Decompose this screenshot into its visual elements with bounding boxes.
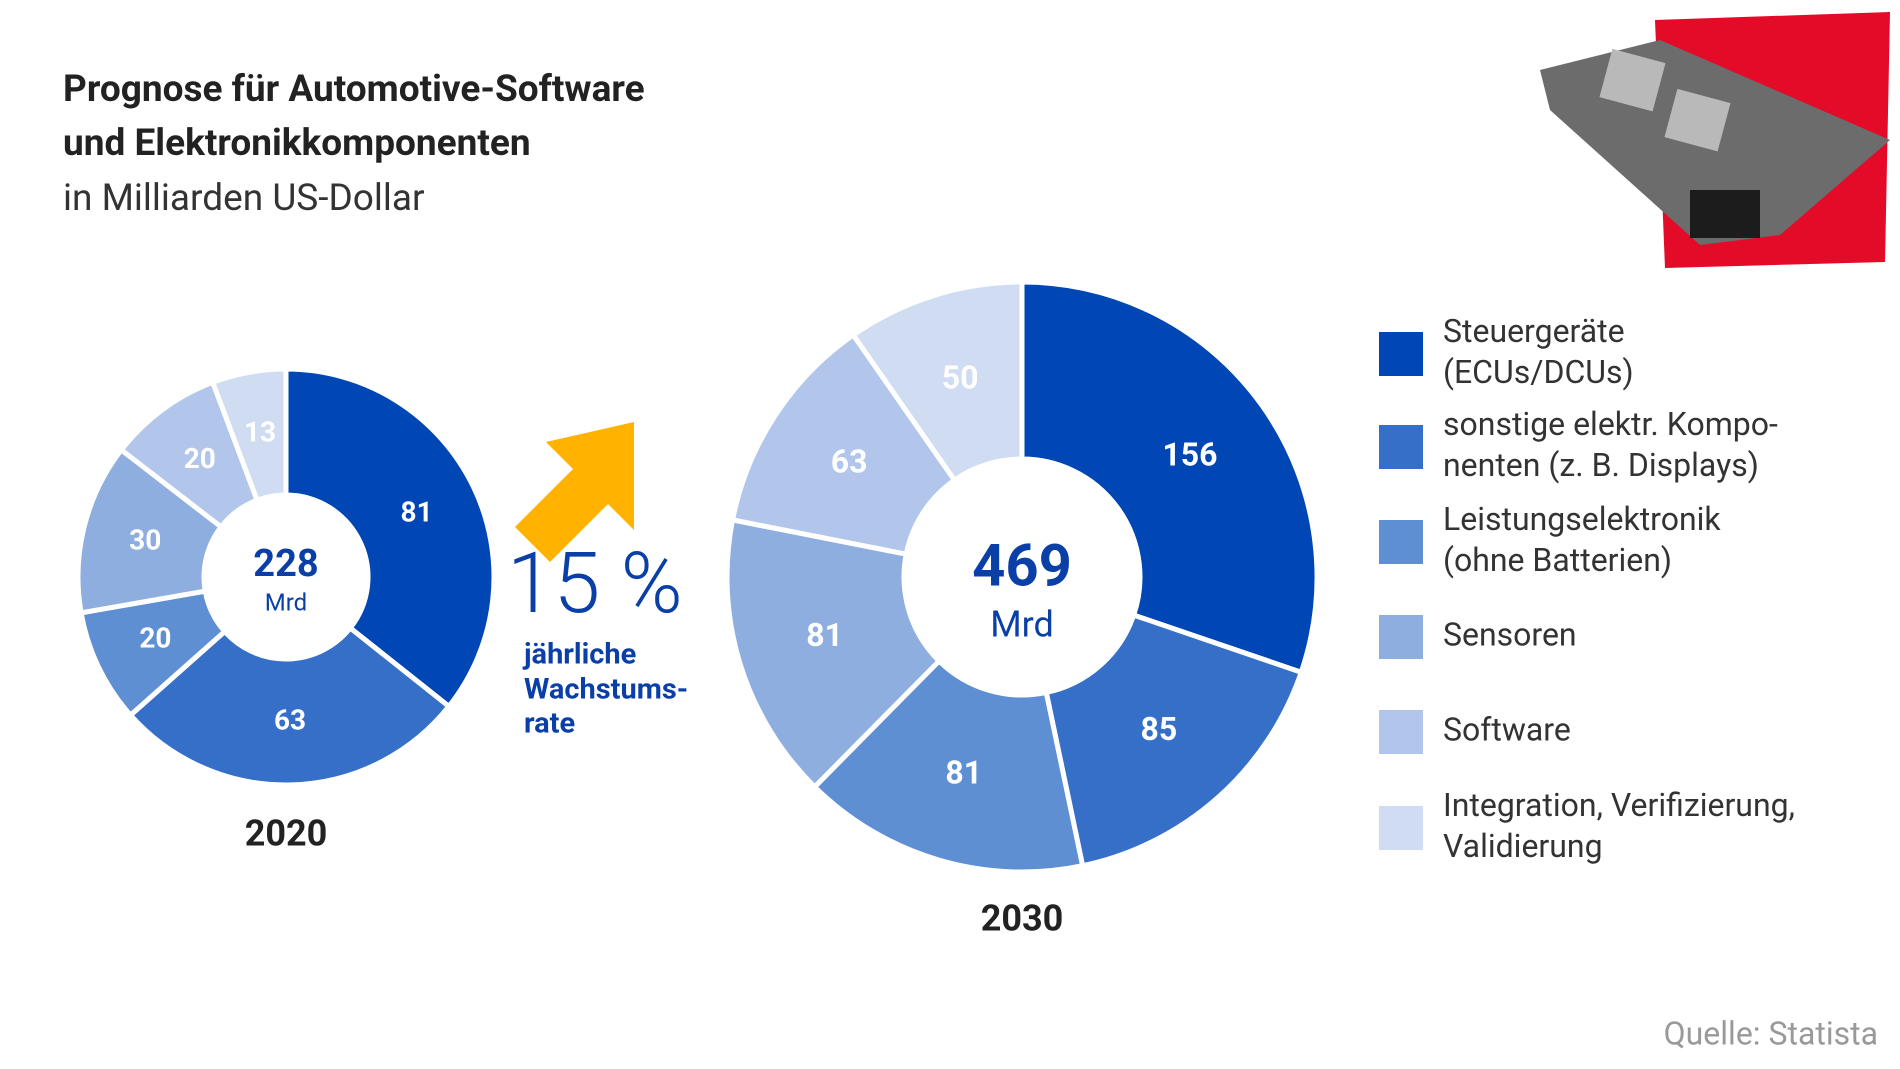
slice-label: 20 — [139, 621, 171, 654]
growth-arrow — [515, 422, 634, 562]
donut-slice — [1019, 279, 1320, 676]
donut-slice — [849, 279, 1025, 484]
legend-label: nenten (z. B. Displays) — [1443, 446, 1759, 484]
legend-label: Steuergeräte — [1443, 312, 1625, 350]
legend-label: Sensoren — [1443, 615, 1577, 653]
donut-slice — [75, 446, 225, 616]
legend-swatch — [1379, 425, 1423, 469]
slice-label: 81 — [945, 754, 982, 792]
slice-label: 156 — [1162, 435, 1217, 473]
chart-title: 2020 — [245, 813, 328, 855]
donut-slice — [209, 366, 289, 504]
slice-label: 63 — [831, 443, 868, 481]
legend-swatch — [1379, 615, 1423, 659]
legend-label: Validierung — [1443, 827, 1603, 865]
title: Prognose für Automotive-Software — [63, 68, 645, 111]
slice-label: 81 — [806, 616, 843, 654]
legend-swatch — [1379, 806, 1423, 850]
slice-label: 63 — [274, 703, 306, 736]
growth-caption: Wachstums- — [524, 673, 688, 707]
donut-slice — [1043, 611, 1305, 869]
center-total: 469 — [972, 532, 1072, 600]
slice-label: 13 — [244, 416, 276, 449]
subtitle: in Milliarden US-Dollar — [63, 177, 425, 220]
donut-slice — [126, 624, 453, 788]
legend-label: Software — [1443, 710, 1571, 748]
slice-label: 20 — [184, 442, 216, 475]
donut-slice — [283, 366, 497, 710]
donut-slice — [729, 331, 958, 558]
legend-swatch — [1379, 710, 1423, 754]
chip — [1664, 88, 1731, 152]
donut-slice — [724, 516, 943, 791]
growth-caption: rate — [524, 707, 575, 741]
center-total: 228 — [253, 542, 318, 586]
legend-label: sonstige elektr. Kompo- — [1443, 405, 1778, 443]
header-image — [1540, 12, 1890, 268]
chip — [1599, 48, 1666, 112]
slice-label: 81 — [401, 495, 433, 528]
legend-label: (ohne Batterien) — [1443, 541, 1672, 579]
center-unit: Mrd — [990, 604, 1054, 646]
donut-slice — [811, 657, 1086, 875]
legend-label: Integration, Verifizierung, — [1443, 786, 1795, 824]
connector — [1690, 190, 1760, 238]
legend-label: (ECUs/DCUs) — [1443, 353, 1634, 391]
growth-caption: jährliche — [522, 638, 636, 672]
center-unit: Mrd — [265, 588, 307, 616]
title: und Elektronikkomponenten — [63, 122, 531, 165]
legend-swatch — [1379, 520, 1423, 564]
legend-label: Leistungselektronik — [1443, 500, 1721, 538]
legend-swatch — [1379, 332, 1423, 376]
growth-label: 15 % — [507, 534, 683, 633]
source: Quelle: Statista — [1664, 1014, 1878, 1052]
slice-label: 30 — [129, 524, 161, 557]
slice-label: 85 — [1141, 710, 1178, 748]
slice-label: 50 — [942, 358, 979, 396]
chart-title: 2030 — [981, 898, 1064, 940]
